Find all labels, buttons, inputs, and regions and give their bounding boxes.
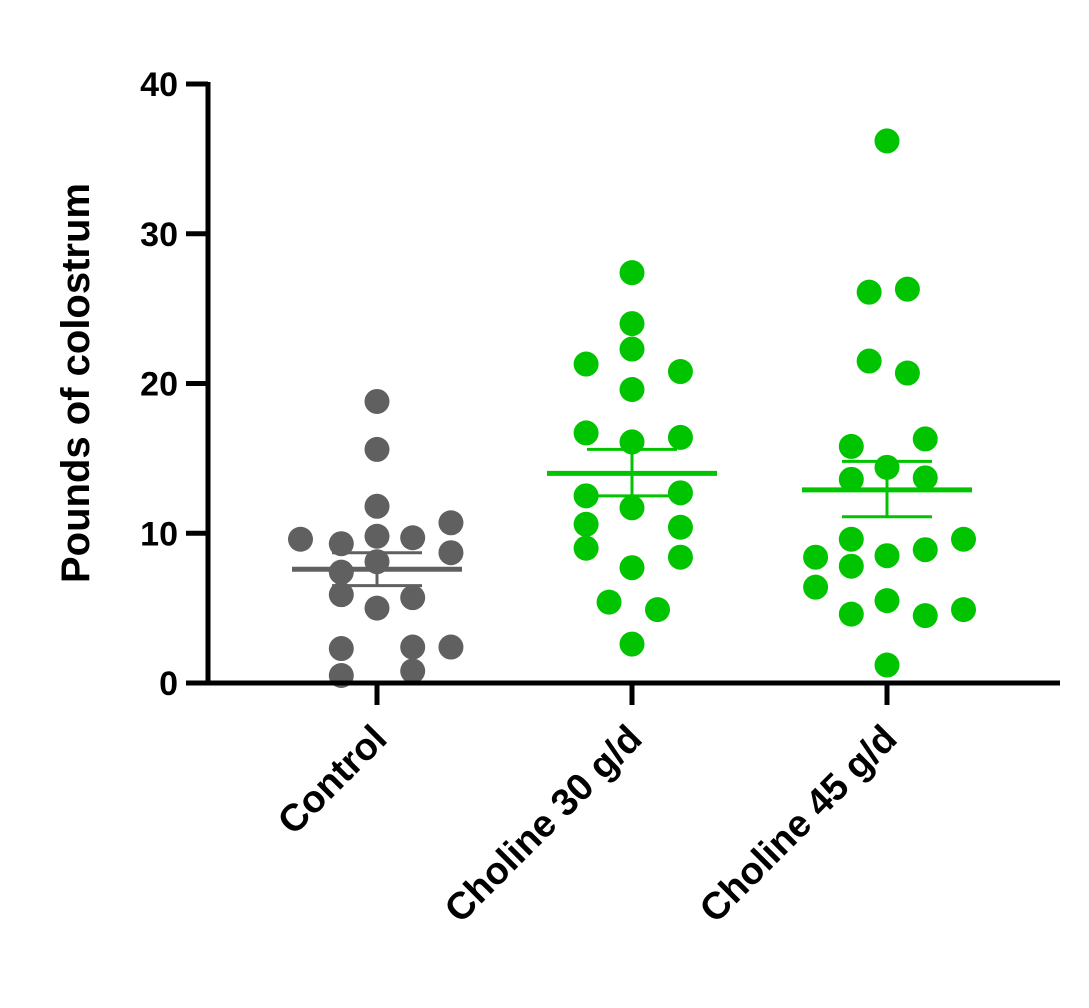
data-point bbox=[856, 279, 882, 305]
data-point bbox=[619, 311, 645, 337]
data-point bbox=[596, 589, 622, 615]
x-tick-label: Control bbox=[270, 718, 395, 843]
data-point bbox=[438, 540, 464, 566]
data-point bbox=[667, 544, 693, 570]
y-tick-label: 10 bbox=[140, 515, 178, 553]
data-point bbox=[288, 526, 313, 552]
data-point bbox=[400, 525, 426, 551]
data-point bbox=[667, 514, 693, 540]
x-tick-label: Choline 45 g/d bbox=[692, 718, 905, 931]
data-point bbox=[838, 601, 864, 627]
data-point bbox=[400, 634, 426, 660]
data-point bbox=[667, 480, 693, 506]
data-point bbox=[894, 276, 920, 302]
data-point bbox=[619, 631, 645, 657]
data-point bbox=[364, 436, 390, 462]
data-point bbox=[573, 535, 599, 561]
data-point bbox=[951, 597, 976, 623]
data-point bbox=[645, 597, 670, 623]
data-point bbox=[573, 511, 599, 537]
data-point bbox=[838, 526, 864, 552]
data-point bbox=[328, 636, 354, 662]
data-point bbox=[619, 376, 645, 402]
y-axis-title: Pounds of colostrum bbox=[54, 183, 98, 583]
y-tick-label: 40 bbox=[140, 66, 178, 104]
data-point bbox=[619, 555, 645, 581]
data-point bbox=[328, 582, 354, 608]
data-point bbox=[619, 260, 645, 286]
data-point bbox=[912, 426, 938, 452]
data-point bbox=[803, 574, 829, 600]
data-point bbox=[667, 359, 693, 385]
data-point bbox=[573, 420, 599, 446]
mean-sem-bars bbox=[292, 447, 972, 588]
data-point bbox=[400, 658, 426, 684]
data-point bbox=[573, 483, 599, 509]
y-tick-label: 0 bbox=[159, 665, 178, 703]
data-point bbox=[803, 544, 829, 570]
data-point bbox=[951, 526, 976, 552]
axes: 0 10 20 30 40 Control Choline 30 g/d Choline 45… bbox=[140, 66, 1060, 931]
data-point bbox=[838, 553, 864, 579]
data-point bbox=[874, 588, 900, 614]
data-point bbox=[438, 510, 464, 536]
data-point bbox=[619, 495, 645, 521]
data-point bbox=[364, 523, 390, 549]
data-points bbox=[288, 128, 976, 689]
data-point bbox=[874, 128, 900, 154]
data-point bbox=[364, 493, 390, 519]
x-tick-label: Choline 30 g/d bbox=[437, 718, 650, 931]
data-point bbox=[400, 585, 426, 611]
data-point bbox=[912, 603, 938, 629]
y-tick-label: 20 bbox=[140, 366, 178, 404]
data-point bbox=[364, 388, 390, 414]
data-point bbox=[856, 348, 882, 374]
data-point bbox=[912, 465, 938, 491]
data-point bbox=[328, 531, 354, 557]
data-point bbox=[667, 424, 693, 450]
data-point bbox=[438, 634, 464, 660]
data-point bbox=[328, 559, 354, 585]
data-point bbox=[838, 433, 864, 459]
data-point bbox=[838, 466, 864, 492]
data-point bbox=[364, 595, 390, 621]
data-point bbox=[573, 351, 599, 377]
data-point bbox=[874, 543, 900, 569]
data-point bbox=[894, 360, 920, 386]
data-point bbox=[619, 336, 645, 362]
data-point bbox=[874, 652, 900, 678]
y-tick-label: 30 bbox=[140, 216, 178, 254]
data-point bbox=[912, 537, 938, 563]
